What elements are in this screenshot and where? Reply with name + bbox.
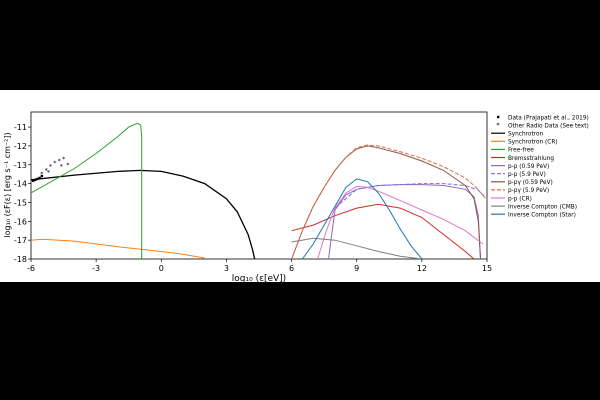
data-point — [38, 176, 41, 180]
series-layer — [31, 122, 487, 259]
data-point — [36, 177, 39, 181]
sed-chart: -6 -3 0 3 6 9 12 15 -18-17-16-15-14-13-12-11 **… — [3, 111, 589, 284]
legend: Data (Prajapati et al., 2019) * Other Radi… — [491, 115, 589, 219]
data-point: * — [45, 167, 48, 174]
series-line-8 — [317, 185, 484, 259]
series-line-0 — [31, 169, 256, 259]
legend-label: Bremsstrahlung — [508, 156, 554, 162]
y-tick-label: -18 — [14, 255, 27, 264]
series-line-10 — [301, 178, 423, 259]
x-tick-label: -3 — [92, 264, 100, 273]
y-tick-label: -13 — [14, 161, 27, 170]
legend-label: Synchrotron (CR) — [508, 140, 558, 146]
y-tick-label: -16 — [14, 217, 27, 226]
y-tick-label: -17 — [14, 236, 27, 245]
data-point: * — [62, 156, 65, 163]
series-line-2 — [31, 122, 143, 259]
data-point — [34, 178, 37, 182]
series-line-3 — [291, 203, 475, 259]
legend-label: p-p (5.9 PeV) — [508, 172, 546, 178]
plot-area — [30, 111, 488, 260]
data-point: * — [49, 164, 52, 171]
figure: -6 -3 0 3 6 9 12 15 -18 -17 -16 -15 -14 -13 -12 -11 * *… — [0, 90, 600, 284]
series-line-7 — [291, 144, 487, 259]
points-layer: **** * *** * — [31, 156, 69, 182]
series-line-6 — [291, 145, 481, 259]
x-tick-label: 0 — [159, 264, 164, 273]
data-point: * — [60, 164, 63, 171]
legend-label: Synchrotron — [508, 132, 544, 138]
legend-label: Inverse Compton (CMB) — [508, 204, 577, 210]
legend-label: p-p (0.59 PeV) — [508, 164, 549, 170]
series-line-5 — [334, 183, 486, 209]
plot-frame — [30, 111, 488, 260]
y-axis: -18 -17 -16 -15 -14 -13 -12 -11 — [14, 123, 31, 264]
legend-label: Other Radio Data (See text) — [508, 123, 589, 129]
legend-label: p-p (CR) — [508, 196, 532, 202]
data-point — [31, 179, 35, 182]
data-point: * — [58, 158, 61, 165]
legend-label: Free-free — [508, 148, 534, 154]
legend-label: p-pγ (5.9 PeV) — [508, 188, 549, 194]
legend-swatch: * — [496, 122, 500, 130]
series-line-4 — [328, 184, 481, 259]
x-tick-label: 12 — [417, 264, 427, 273]
legend-label: Data (Prajapati et al., 2019) — [508, 115, 589, 121]
x-tick-label: 6 — [289, 264, 294, 273]
data-point — [40, 174, 44, 178]
series-line-1 — [31, 238, 205, 259]
legend-label: Inverse Compton (Star) — [508, 213, 576, 219]
x-axis: -6 -3 0 3 6 9 12 15 — [27, 259, 492, 273]
y-tick-label: -14 — [14, 180, 27, 189]
x-tick-label: 9 — [354, 264, 359, 273]
y-tick-label: -15 — [14, 198, 27, 207]
data-point: * — [40, 171, 43, 178]
legend-label: p-pγ (0.59 PeV) — [508, 180, 553, 186]
y-tick-label: -12 — [14, 142, 27, 151]
x-tick-label: -6 — [27, 264, 35, 273]
data-point: * — [47, 169, 50, 176]
data-point: * — [53, 160, 56, 167]
legend-swatch — [497, 115, 500, 119]
x-axis-label: log₁₀ (ε[eV]) — [232, 274, 286, 282]
y-axis-label: log₁₀ (εF(ε) [erg s⁻¹ cm⁻²]) — [3, 132, 12, 237]
data-point: * — [66, 162, 69, 169]
series-line-9 — [291, 237, 422, 259]
y-tick-label: -11 — [14, 123, 27, 132]
x-tick-label: 3 — [224, 264, 229, 273]
x-tick-label: 15 — [482, 264, 492, 273]
